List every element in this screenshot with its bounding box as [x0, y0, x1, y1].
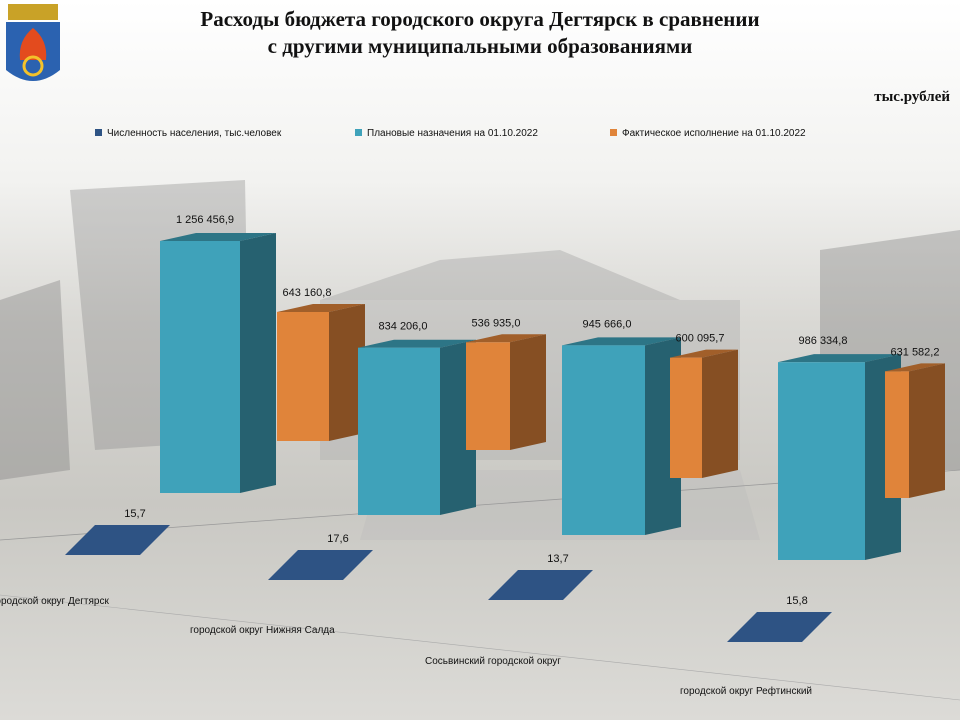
bar-top	[670, 349, 738, 358]
bar	[885, 363, 945, 498]
population-tile	[727, 611, 832, 642]
value-label: 1 256 456,9	[176, 214, 234, 226]
population-tile	[65, 524, 170, 555]
logo	[6, 4, 60, 81]
bar-side	[702, 349, 738, 478]
value-label: 643 160,8	[283, 287, 332, 299]
bar	[277, 304, 365, 441]
bar-top	[466, 334, 546, 343]
chart-title: Расходы бюджета городского округа Дегтяр…	[200, 7, 759, 58]
bar-top	[160, 233, 276, 241]
bar	[562, 337, 681, 535]
value-label: 17,6	[327, 533, 348, 545]
category-label: Сосьвинский городской округ	[425, 656, 561, 667]
value-label: 15,7	[124, 508, 145, 520]
value-label: 986 334,8	[799, 335, 848, 347]
value-label: 15,8	[786, 595, 807, 607]
value-label: 834 206,0	[379, 321, 428, 333]
bar-top	[778, 354, 901, 363]
value-label: 536 935,0	[472, 317, 521, 329]
category-label: городской округ Дегтярск	[0, 596, 109, 607]
legend-label: Численность населения, тыс.человек	[107, 128, 282, 139]
bar	[670, 349, 738, 478]
bar-front	[466, 342, 510, 450]
bar-front	[778, 362, 865, 560]
bar-top	[562, 337, 681, 346]
bar	[466, 334, 546, 450]
bar-front	[670, 357, 702, 478]
bar-side	[240, 233, 276, 493]
legend-label: Фактическое исполнение на 01.10.2022	[622, 128, 806, 139]
legend-swatch	[610, 129, 617, 136]
bar-side	[329, 304, 365, 441]
bar-top	[358, 339, 476, 348]
bar-top	[277, 304, 365, 313]
value-label: 945 666,0	[583, 318, 632, 330]
unit-label: тыс.рублей	[874, 89, 950, 105]
bar	[778, 354, 901, 560]
population-tile	[488, 569, 593, 600]
bar-top	[885, 363, 945, 372]
value-label: 13,7	[547, 553, 568, 565]
bar-front	[562, 345, 645, 535]
bar-front	[160, 241, 240, 493]
bar-front	[358, 347, 440, 515]
category-label: городской округ Нижняя Салда	[190, 625, 335, 636]
bar-side	[510, 334, 546, 450]
bar-front	[885, 371, 909, 498]
value-label: 600 095,7	[676, 333, 725, 345]
bar	[358, 339, 476, 515]
legend-swatch	[95, 129, 102, 136]
legend-label: Плановые назначения на 01.10.2022	[367, 128, 538, 139]
category-label: городской округ Рефтинский	[680, 685, 812, 697]
population-tile	[268, 549, 373, 580]
value-label: 631 582,2	[891, 346, 940, 358]
legend-swatch	[355, 129, 362, 136]
bar-front	[277, 312, 329, 441]
bar-side	[909, 363, 945, 498]
bar	[160, 233, 276, 493]
